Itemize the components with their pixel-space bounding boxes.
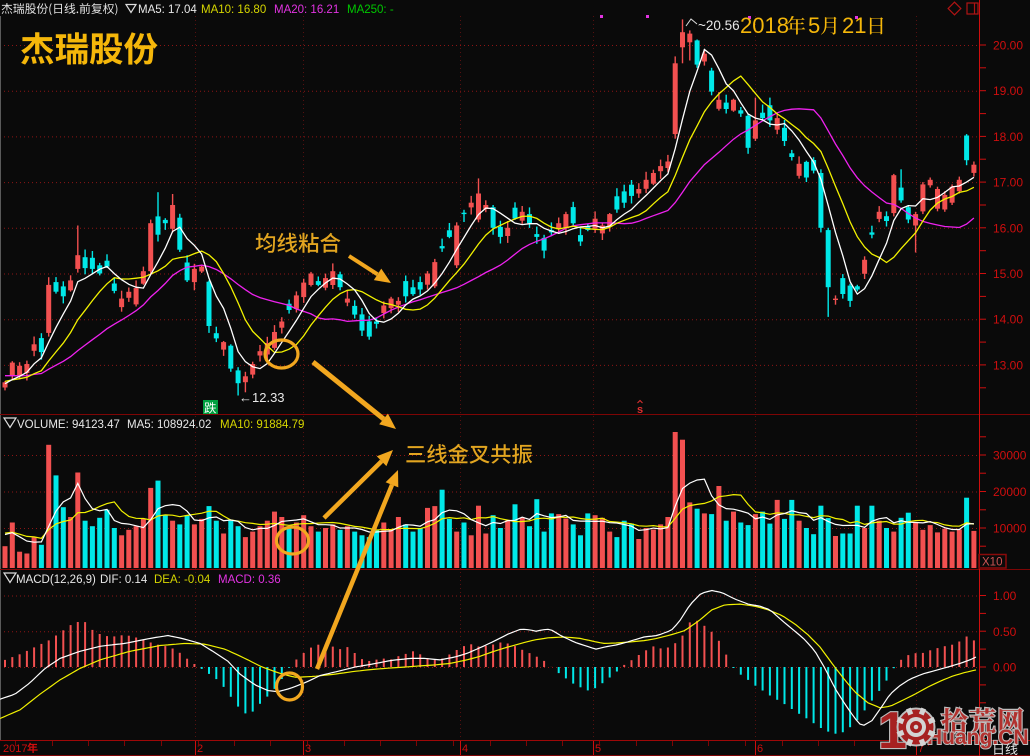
svg-text:MA20: 16.21: MA20: 16.21 xyxy=(274,4,339,16)
svg-text:MACD: 0.36: MACD: 0.36 xyxy=(218,574,281,586)
svg-text:0.50: 0.50 xyxy=(993,625,1017,639)
svg-text:s: s xyxy=(637,404,643,416)
svg-text:VOLUME: 94123.47: VOLUME: 94123.47 xyxy=(17,419,120,431)
svg-text:2: 2 xyxy=(197,743,203,755)
svg-text:0.00: 0.00 xyxy=(993,661,1017,675)
svg-text:13.00: 13.00 xyxy=(993,358,1023,372)
svg-text:30000: 30000 xyxy=(993,449,1027,463)
svg-text:←12.33: ←12.33 xyxy=(239,390,285,405)
svg-text:5: 5 xyxy=(808,13,820,38)
svg-text:MA5: 108924.02: MA5: 108924.02 xyxy=(127,419,211,431)
svg-text:10000: 10000 xyxy=(993,522,1027,536)
svg-text:~20.56: ~20.56 xyxy=(698,18,740,33)
svg-text:14.00: 14.00 xyxy=(993,313,1023,327)
svg-text:17.00: 17.00 xyxy=(993,176,1023,190)
svg-text:MA250: -: MA250: - xyxy=(347,4,394,16)
svg-text:20.00: 20.00 xyxy=(993,39,1023,53)
svg-text:20000: 20000 xyxy=(993,485,1027,499)
svg-text:15.00: 15.00 xyxy=(993,267,1023,281)
svg-text:MA10: 91884.79: MA10: 91884.79 xyxy=(220,419,304,431)
svg-text:2018: 2018 xyxy=(740,13,789,38)
svg-text:X10: X10 xyxy=(982,557,1002,569)
svg-text:DEA: -0.04: DEA: -0.04 xyxy=(154,574,211,586)
svg-text:16.00: 16.00 xyxy=(993,221,1023,235)
svg-text:2017: 2017 xyxy=(3,743,27,755)
svg-text:7: 7 xyxy=(918,743,924,755)
svg-text:Huang.CN: Huang.CN xyxy=(927,726,1029,749)
svg-text:19.00: 19.00 xyxy=(993,84,1023,98)
svg-text:6: 6 xyxy=(757,743,763,755)
svg-text:4: 4 xyxy=(462,743,468,755)
svg-text:MA10: 16.80: MA10: 16.80 xyxy=(201,4,266,16)
svg-text:3: 3 xyxy=(305,743,311,755)
svg-text:MACD(12,26,9): MACD(12,26,9) xyxy=(16,574,96,586)
svg-text:1.00: 1.00 xyxy=(993,589,1017,603)
svg-text:MA5: 17.04: MA5: 17.04 xyxy=(138,4,197,16)
svg-text:18.00: 18.00 xyxy=(993,130,1023,144)
svg-text:DIF: 0.14: DIF: 0.14 xyxy=(100,574,148,586)
svg-text:21: 21 xyxy=(842,13,866,38)
svg-text:5: 5 xyxy=(595,743,601,755)
